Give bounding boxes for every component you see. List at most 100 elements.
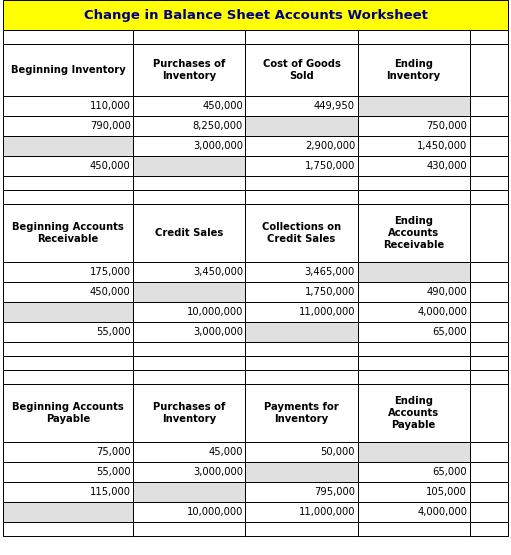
Text: 1,450,000: 1,450,000 bbox=[417, 141, 467, 151]
Bar bbox=[3, 522, 133, 536]
Text: 11,000,000: 11,000,000 bbox=[298, 307, 355, 317]
Bar bbox=[3, 116, 133, 136]
Bar bbox=[245, 176, 358, 190]
Bar bbox=[245, 282, 358, 302]
Bar bbox=[3, 482, 133, 502]
Bar bbox=[245, 322, 358, 342]
Bar bbox=[245, 502, 358, 522]
Bar bbox=[3, 302, 133, 322]
Bar bbox=[470, 502, 508, 522]
Bar bbox=[133, 204, 245, 262]
Bar bbox=[3, 96, 133, 116]
Bar bbox=[470, 262, 508, 282]
Bar bbox=[358, 322, 470, 342]
Bar bbox=[358, 30, 470, 44]
Text: Ending
Accounts
Receivable: Ending Accounts Receivable bbox=[383, 216, 444, 250]
Bar bbox=[245, 342, 358, 356]
Bar bbox=[470, 370, 508, 384]
Text: 65,000: 65,000 bbox=[432, 467, 467, 477]
Bar bbox=[470, 96, 508, 116]
Bar bbox=[245, 384, 358, 442]
Bar bbox=[245, 482, 358, 502]
Bar bbox=[245, 156, 358, 176]
Text: 10,000,000: 10,000,000 bbox=[187, 507, 243, 517]
Text: Cost of Goods
Sold: Cost of Goods Sold bbox=[263, 59, 340, 81]
Bar bbox=[358, 136, 470, 156]
Bar bbox=[358, 282, 470, 302]
Bar bbox=[358, 384, 470, 442]
Text: 3,450,000: 3,450,000 bbox=[193, 267, 243, 277]
Bar bbox=[470, 204, 508, 262]
Bar bbox=[358, 462, 470, 482]
Text: Collections on
Credit Sales: Collections on Credit Sales bbox=[262, 222, 341, 244]
Bar bbox=[133, 322, 245, 342]
Bar bbox=[245, 30, 358, 44]
Text: Credit Sales: Credit Sales bbox=[155, 228, 223, 238]
Bar bbox=[470, 136, 508, 156]
Bar bbox=[245, 442, 358, 462]
Bar bbox=[470, 462, 508, 482]
Bar bbox=[470, 482, 508, 502]
Text: 1,750,000: 1,750,000 bbox=[305, 287, 355, 297]
Bar bbox=[3, 0, 508, 30]
Text: 3,000,000: 3,000,000 bbox=[193, 327, 243, 337]
Bar bbox=[3, 176, 133, 190]
Bar bbox=[133, 156, 245, 176]
Bar bbox=[3, 384, 133, 442]
Bar bbox=[3, 442, 133, 462]
Bar bbox=[133, 96, 245, 116]
Text: Ending
Accounts
Payable: Ending Accounts Payable bbox=[388, 396, 439, 430]
Text: Purchases of
Inventory: Purchases of Inventory bbox=[153, 59, 225, 81]
Bar bbox=[358, 482, 470, 502]
Bar bbox=[3, 204, 133, 262]
Bar bbox=[358, 44, 470, 96]
Bar bbox=[358, 522, 470, 536]
Bar bbox=[3, 262, 133, 282]
Text: 790,000: 790,000 bbox=[90, 121, 131, 131]
Bar bbox=[3, 30, 133, 44]
Bar bbox=[3, 342, 133, 356]
Bar bbox=[3, 136, 133, 156]
Text: 110,000: 110,000 bbox=[90, 101, 131, 111]
Bar bbox=[358, 204, 470, 262]
Text: Payments for
Inventory: Payments for Inventory bbox=[264, 402, 339, 424]
Text: 55,000: 55,000 bbox=[96, 327, 131, 337]
Bar bbox=[133, 522, 245, 536]
Text: Beginning Inventory: Beginning Inventory bbox=[11, 65, 126, 75]
Bar bbox=[133, 262, 245, 282]
Bar bbox=[133, 482, 245, 502]
Text: 4,000,000: 4,000,000 bbox=[417, 307, 467, 317]
Bar bbox=[3, 156, 133, 176]
Text: 45,000: 45,000 bbox=[208, 447, 243, 457]
Text: 1,750,000: 1,750,000 bbox=[305, 161, 355, 171]
Text: 490,000: 490,000 bbox=[426, 287, 467, 297]
Bar bbox=[358, 370, 470, 384]
Text: 105,000: 105,000 bbox=[426, 487, 467, 497]
Text: Beginning Accounts
Payable: Beginning Accounts Payable bbox=[12, 402, 124, 424]
Bar bbox=[358, 356, 470, 370]
Bar bbox=[470, 322, 508, 342]
Bar bbox=[245, 522, 358, 536]
Bar bbox=[3, 370, 133, 384]
Bar bbox=[133, 282, 245, 302]
Text: 115,000: 115,000 bbox=[90, 487, 131, 497]
Bar bbox=[133, 44, 245, 96]
Bar bbox=[358, 156, 470, 176]
Bar bbox=[133, 462, 245, 482]
Bar bbox=[245, 370, 358, 384]
Bar bbox=[470, 342, 508, 356]
Text: 450,000: 450,000 bbox=[90, 287, 131, 297]
Bar bbox=[470, 44, 508, 96]
Bar bbox=[358, 502, 470, 522]
Bar bbox=[358, 342, 470, 356]
Text: 2,900,000: 2,900,000 bbox=[305, 141, 355, 151]
Bar bbox=[358, 116, 470, 136]
Text: 449,950: 449,950 bbox=[314, 101, 355, 111]
Bar bbox=[133, 176, 245, 190]
Bar bbox=[3, 190, 133, 204]
Bar bbox=[245, 44, 358, 96]
Bar bbox=[133, 502, 245, 522]
Bar bbox=[3, 462, 133, 482]
Text: 750,000: 750,000 bbox=[426, 121, 467, 131]
Bar bbox=[358, 442, 470, 462]
